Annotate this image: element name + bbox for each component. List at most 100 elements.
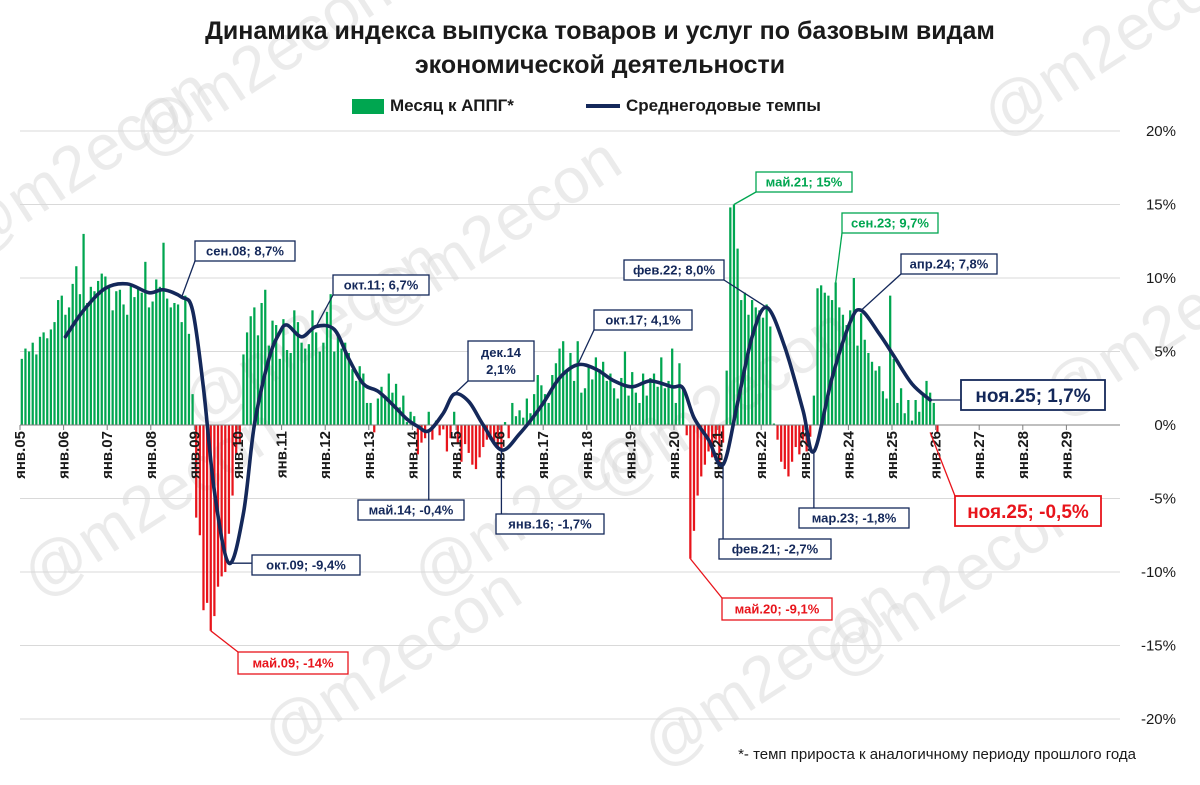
bar [736,248,739,425]
bar [260,302,263,425]
bar [205,425,209,603]
bar [874,370,877,425]
annotation-label: май.14; -0,4% [369,503,454,518]
bar [249,316,252,425]
bar [184,295,187,425]
bar [714,425,717,440]
bar [812,395,816,425]
bar [202,425,205,611]
annotation-box [718,538,832,560]
bar [289,352,292,425]
chart-title: Динамика индекса выпуска товаров и услуг… [0,14,1200,82]
bar [878,366,881,425]
bar [809,425,812,437]
bar [38,336,42,425]
y-tick-label: -20% [1141,711,1176,728]
bar [870,361,874,425]
annotation-label: сен.08; 8,7% [206,244,284,259]
bar [35,354,38,425]
bar [834,282,837,425]
bar [71,283,74,425]
bar [300,342,303,425]
bar [420,425,423,443]
bar [507,425,510,439]
bar [594,357,598,425]
bar [195,425,198,518]
bar [765,304,768,425]
annotation-box [194,240,296,262]
bar [514,416,518,425]
bar [696,425,699,496]
x-tick-label: янв.11 [274,431,291,478]
x-tick-label: янв.09 [186,431,203,479]
annotation-label: мар.23; -1,8% [812,511,897,526]
annotation-box [954,495,1102,527]
x-tick-label: янв.29 [1058,431,1075,479]
bar [929,392,932,425]
y-tick-label: -10% [1141,564,1176,581]
bar [362,373,365,425]
annotation-label: дек.14 [481,345,522,360]
bar [78,294,82,425]
bar [86,302,89,425]
annotation-leader [315,294,334,327]
bar [365,402,369,425]
bar [743,292,746,425]
bar [493,425,496,442]
bar [191,394,194,425]
bar [583,388,587,425]
bar [82,233,85,425]
annotation-box [900,253,998,275]
x-tick-label: янв.18 [579,431,596,479]
bar [296,322,300,425]
bar [333,351,336,425]
bar [166,298,169,425]
bar [605,380,608,425]
bar [660,357,663,425]
bar [456,425,459,445]
bar [409,411,412,425]
bar [111,310,114,425]
x-tick-label: янв.13 [361,431,378,479]
bar [641,373,645,425]
bar [700,425,703,477]
legend-swatch-bars [352,98,384,114]
bar [489,425,492,440]
x-tick-label: янв.21 [710,431,727,479]
bar-series [20,204,939,631]
bar [525,398,528,425]
annotation-label: окт.09; -9,4% [266,558,346,573]
bar [235,425,238,455]
bar [591,379,594,425]
bar [46,338,49,425]
annotation-leader [453,380,469,395]
bar [369,402,372,425]
x-tick-label: янв.17 [535,431,552,479]
bar [126,314,129,425]
bar [649,377,652,425]
bar [638,402,641,425]
annotation-leader [181,260,196,298]
x-tick-label: янв.26 [928,431,945,479]
annotation-label: ноя.25; 1,7% [975,386,1090,407]
annotation-label: май.20; -9,1% [735,602,820,617]
x-tick-label: янв.25 [884,431,901,479]
x-tick-label: янв.16 [492,431,509,479]
bar [856,345,859,425]
bar [663,388,667,425]
annotation-label: окт.17; 4,1% [605,313,681,328]
x-tick-label: янв.10 [230,431,247,479]
bar [863,339,866,425]
bar [747,314,750,425]
chart-title-line1: Динамика индекса выпуска товаров и услуг… [205,17,995,45]
bar [213,425,216,617]
legend-item-line: Среднегодовые темпы [586,96,821,116]
annotation-label: сен.23; 9,7% [851,216,929,231]
annotation-label: окт.11; 6,7% [344,278,419,293]
bar [27,351,31,425]
bar [57,300,60,425]
bar [830,300,834,425]
bar [674,402,677,425]
bar [347,352,350,425]
bar [903,413,906,425]
